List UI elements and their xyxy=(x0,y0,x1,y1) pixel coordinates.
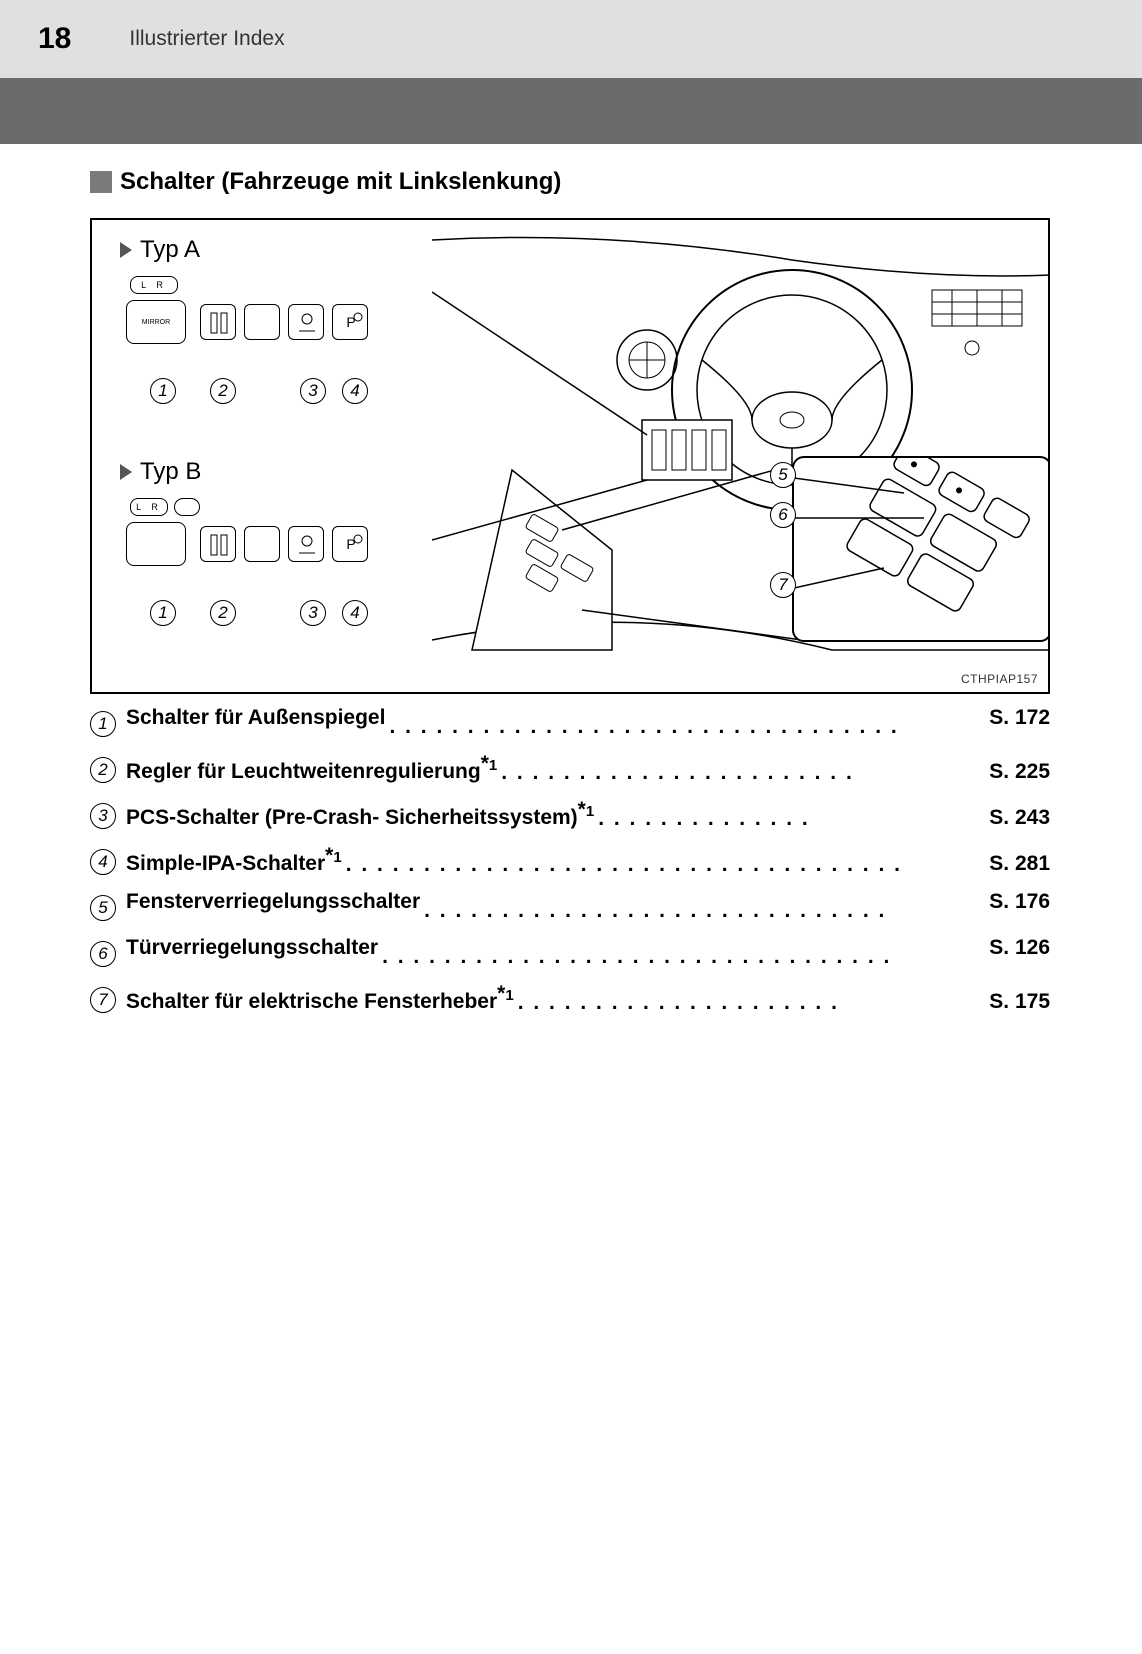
type-b-label: Typ B xyxy=(120,458,201,486)
item-dots: . . . . . . . . . . . . . . . . . . . . … xyxy=(501,761,985,788)
item-page: S. 126 xyxy=(989,936,1050,960)
callout-b-2: 2 xyxy=(210,600,236,626)
switch-b-4: P xyxy=(332,526,368,562)
item-page: S. 176 xyxy=(989,890,1050,914)
item-dots: . . . . . . . . . . . . . . . . . . . . … xyxy=(518,991,986,1018)
list-item: 3 PCS-Schalter (Pre-Crash- Sicherheitssy… xyxy=(90,798,1050,834)
switch-a-3 xyxy=(288,304,324,340)
section-title-row: Schalter (Fahrzeuge mit Linkslenkung) xyxy=(90,168,1052,196)
diagram-box: Typ A L R MIRROR P 1 2 3 4 xyxy=(90,218,1050,694)
type-a-label: Typ A xyxy=(120,236,200,264)
diagram-code: CTHPIAP157 xyxy=(961,672,1038,686)
item-page: S. 172 xyxy=(989,706,1050,730)
switch-a-4: P xyxy=(332,304,368,340)
item-number: 2 xyxy=(90,757,116,783)
lr-box-a: L R xyxy=(130,276,178,294)
dashboard-sketch: 5 6 7 xyxy=(432,220,1050,694)
item-dots: . . . . . . . . . . . . . . . . . . . . … xyxy=(346,853,986,880)
page-number: 18 xyxy=(38,22,71,56)
mirror-switch-a: MIRROR xyxy=(126,300,186,344)
list-item: 2 Regler für Leuchtweitenregulierung*1 .… xyxy=(90,752,1050,788)
lr-box-b: L R xyxy=(130,498,168,516)
section-title: Schalter (Fahrzeuge mit Linkslenkung) xyxy=(120,168,561,196)
callout-a-3: 3 xyxy=(300,378,326,404)
switch-a-2 xyxy=(200,304,236,340)
item-number: 3 xyxy=(90,803,116,829)
item-list: 1 Schalter für Außenspiegel . . . . . . … xyxy=(90,706,1050,1018)
list-item: 6 Türverriegelungsschalter . . . . . . .… xyxy=(90,936,1050,972)
triangle-icon xyxy=(120,464,132,480)
switch-b-blank xyxy=(244,526,280,562)
item-dots: . . . . . . . . . . . . . . . . . . . . … xyxy=(424,899,985,926)
item-text: Regler für Leuchtweitenregulierung*1 xyxy=(126,752,497,784)
type-a-text: Typ A xyxy=(140,236,200,264)
switch-b-2 xyxy=(200,526,236,562)
item-number: 1 xyxy=(90,711,116,737)
item-text: Schalter für elektrische Fensterheber*1 xyxy=(126,982,514,1014)
item-page: S. 281 xyxy=(989,852,1050,876)
list-item: 4 Simple-IPA-Schalter*1 . . . . . . . . … xyxy=(90,844,1050,880)
header-title: Illustrierter Index xyxy=(129,27,284,51)
item-dots: . . . . . . . . . . . . . . . . . . . . … xyxy=(389,715,985,742)
callout-6: 6 xyxy=(770,502,796,528)
item-page: S. 225 xyxy=(989,760,1050,784)
callout-b-3: 3 xyxy=(300,600,326,626)
switch-b-3 xyxy=(288,526,324,562)
item-number: 4 xyxy=(90,849,116,875)
header-band xyxy=(0,78,1142,144)
callout-7: 7 xyxy=(770,572,796,598)
triangle-icon xyxy=(120,242,132,258)
callout-a-1: 1 xyxy=(150,378,176,404)
door-switch-callout xyxy=(792,456,1050,642)
list-item: 5 Fensterverriegelungsschalter . . . . .… xyxy=(90,890,1050,926)
switch-b-extra xyxy=(174,498,200,516)
list-item: 1 Schalter für Außenspiegel . . . . . . … xyxy=(90,706,1050,742)
content-area: Schalter (Fahrzeuge mit Linkslenkung) Ty… xyxy=(0,144,1142,1018)
callout-a-4: 4 xyxy=(342,378,368,404)
item-text: Simple-IPA-Schalter*1 xyxy=(126,844,342,876)
item-text: Schalter für Außenspiegel xyxy=(126,706,385,730)
item-dots: . . . . . . . . . . . . . . . . . . . . … xyxy=(382,945,985,972)
callout-b-4: 4 xyxy=(342,600,368,626)
type-b-text: Typ B xyxy=(140,458,201,486)
item-text: Fensterverriegelungsschalter xyxy=(126,890,420,914)
list-item: 7 Schalter für elektrische Fensterheber*… xyxy=(90,982,1050,1018)
item-number: 7 xyxy=(90,987,116,1013)
item-text: Türverriegelungsschalter xyxy=(126,936,378,960)
mirror-switch-b xyxy=(126,522,186,566)
page-header: 18 Illustrierter Index xyxy=(0,0,1142,78)
item-number: 6 xyxy=(90,941,116,967)
item-number: 5 xyxy=(90,895,116,921)
callout-b-1: 1 xyxy=(150,600,176,626)
item-page: S. 175 xyxy=(989,990,1050,1014)
item-page: S. 243 xyxy=(989,806,1050,830)
callout-5: 5 xyxy=(770,462,796,488)
section-marker-icon xyxy=(90,171,112,193)
switch-a-blank xyxy=(244,304,280,340)
item-dots: . . . . . . . . . . . . . . xyxy=(598,807,985,834)
item-text: PCS-Schalter (Pre-Crash- Sicherheitssyst… xyxy=(126,798,594,830)
callout-a-2: 2 xyxy=(210,378,236,404)
